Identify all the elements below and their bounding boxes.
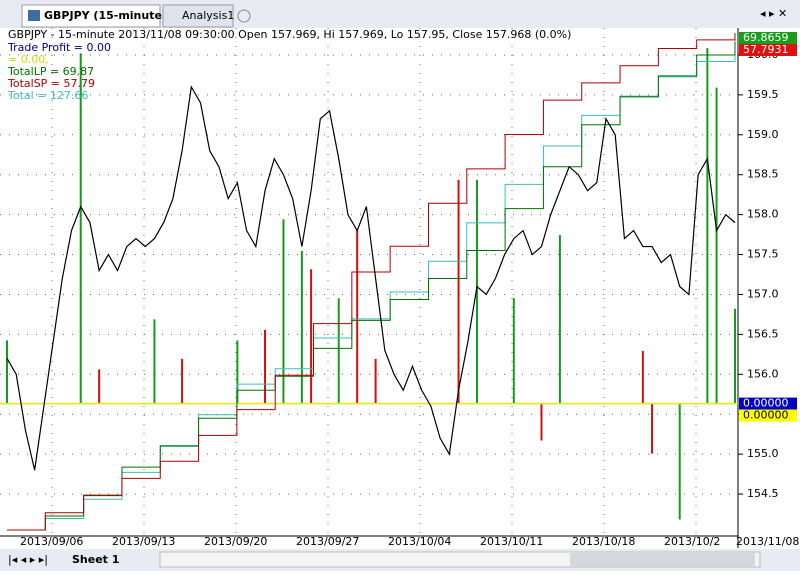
legend-entry: Trade Profit = 0.00 bbox=[7, 41, 111, 54]
value-badge-label: 0.00000 bbox=[743, 409, 789, 422]
x-tick-label: 2013/10/11 bbox=[480, 535, 543, 548]
sheet-tab[interactable]: Sheet 1 bbox=[72, 553, 119, 566]
equity-line bbox=[7, 41, 736, 531]
bar bbox=[512, 298, 515, 404]
bar bbox=[540, 403, 543, 441]
bar bbox=[264, 329, 267, 404]
bar bbox=[181, 358, 184, 404]
y-tick-label: 156.0 bbox=[747, 367, 779, 380]
value-badge bbox=[739, 32, 797, 44]
bar bbox=[734, 308, 736, 404]
tab-label: Analysis1 bbox=[182, 9, 234, 22]
value-badge-label: 69.8659 bbox=[743, 31, 789, 44]
tab[interactable] bbox=[21, 4, 161, 28]
price-line bbox=[6, 85, 736, 471]
bar bbox=[282, 219, 285, 404]
bar bbox=[153, 319, 156, 404]
chart-title: GBPJPY - 15-minute 2013/11/08 09:30:00 O… bbox=[8, 28, 571, 41]
bar bbox=[6, 340, 8, 404]
bar bbox=[457, 179, 460, 404]
y-tick-label: 156.5 bbox=[747, 327, 779, 340]
x-tick-label: 2013/09/27 bbox=[296, 535, 359, 548]
x-tick-label: 2013/10/18 bbox=[572, 535, 635, 548]
bar bbox=[678, 403, 681, 520]
value-badge-label: 57.7931 bbox=[743, 43, 789, 56]
bar bbox=[651, 403, 654, 454]
y-tick-label: 159.0 bbox=[747, 128, 779, 141]
value-badge-label: 0.00000 bbox=[743, 397, 789, 410]
x-tick-label: 2013/10/2 bbox=[664, 535, 720, 548]
y-tick-label: 158.5 bbox=[747, 168, 779, 181]
nav-arrows[interactable]: ◂ ▸ ✕ bbox=[760, 7, 787, 20]
y-tick-label: 157.5 bbox=[747, 248, 779, 261]
new-tab[interactable] bbox=[237, 9, 251, 23]
x-tick-label: 2013/09/13 bbox=[112, 535, 175, 548]
tab[interactable] bbox=[162, 4, 234, 28]
x-tick-label: 2013/11/08 bbox=[736, 535, 799, 548]
x-tick-label: 2013/09/06 bbox=[20, 535, 83, 548]
y-tick-label: 158.0 bbox=[747, 208, 779, 221]
bar bbox=[706, 48, 709, 404]
value-badge bbox=[739, 44, 797, 56]
x-tick-label: 2013/09/20 bbox=[204, 535, 267, 548]
y-tick-label: 157.0 bbox=[747, 287, 779, 300]
legend-entry: = 0.00, bbox=[8, 53, 49, 66]
legend-entry: Total = 127.66 bbox=[7, 89, 88, 102]
scroll-thumb[interactable] bbox=[570, 553, 755, 566]
plot-area bbox=[0, 28, 738, 536]
bar bbox=[236, 340, 239, 404]
value-badge bbox=[739, 397, 797, 410]
tab-label: GBPJPY (15-minute) bbox=[44, 9, 167, 22]
bar bbox=[641, 350, 644, 404]
bar bbox=[300, 250, 303, 404]
legend-entry: TotalLP = 69.87 bbox=[7, 65, 94, 78]
equity-line bbox=[7, 33, 736, 531]
value-badge bbox=[739, 409, 797, 422]
y-tick-label: 154.5 bbox=[747, 487, 779, 500]
bar bbox=[98, 369, 101, 404]
bar bbox=[715, 87, 718, 404]
bar bbox=[337, 298, 340, 404]
bar bbox=[374, 358, 377, 404]
bar bbox=[356, 229, 359, 404]
y-tick-label: 159.5 bbox=[747, 88, 779, 101]
bar bbox=[475, 179, 478, 404]
legend-entry: TotalSP = 57.79 bbox=[7, 77, 95, 90]
bar bbox=[310, 269, 313, 404]
y-tick-label: 155.0 bbox=[747, 447, 779, 460]
sheet-nav[interactable]: |◂ ◂ ▸ ▸| bbox=[8, 553, 48, 566]
tab-icon bbox=[28, 10, 40, 21]
x-tick-label: 2013/10/04 bbox=[388, 535, 451, 548]
bar bbox=[79, 53, 82, 404]
bar bbox=[558, 235, 561, 404]
